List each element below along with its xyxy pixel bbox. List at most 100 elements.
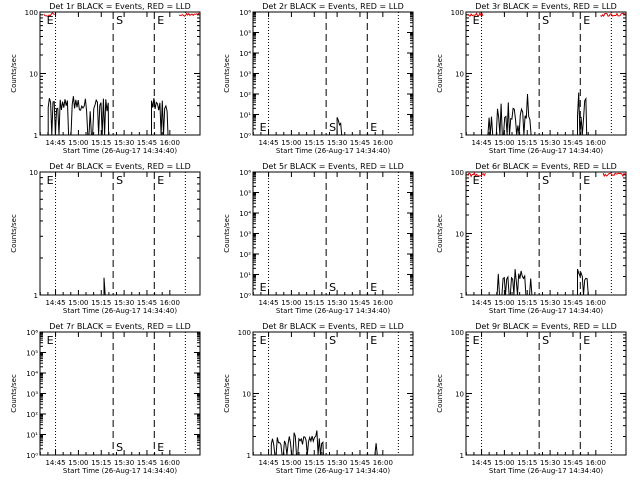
events-trace: [496, 269, 535, 296]
x-tick-label: 15:00: [68, 139, 88, 147]
y-axis-label: Counts/sec: [436, 54, 444, 93]
y-tick-label: 10⁰: [26, 452, 38, 460]
y-tick-label: 10²: [239, 251, 251, 259]
segment-marker: S: [542, 14, 549, 27]
segment-marker: S: [116, 174, 123, 187]
x-tick-label: 14:45: [471, 459, 491, 467]
y-tick-label: 100: [451, 9, 464, 17]
y-tick-label: 10: [455, 71, 464, 79]
x-tick-label: 15:45: [350, 299, 370, 307]
panel-title: Det 7r BLACK = Events, RED = LLD: [49, 322, 191, 331]
y-tick-label: 1: [460, 132, 464, 140]
x-tick-label: 15:15: [304, 299, 324, 307]
panel-4: Det 4r BLACK = Events, RED = LLD 1 10 14:45…: [10, 162, 201, 315]
x-tick-label: 15:30: [114, 139, 134, 147]
segment-marker: E: [473, 174, 480, 187]
segment-marker: E: [370, 121, 377, 134]
panel-6: Det 6r BLACK = Events, RED = LLD 1 10 100 14…: [436, 162, 627, 315]
x-tick-label: 15:30: [540, 139, 560, 147]
lld-trace: [178, 12, 201, 17]
y-tick-label: 10⁶: [239, 169, 251, 177]
y-tick-label: 10¹: [26, 432, 38, 440]
y-tick-label: 10⁵: [239, 30, 251, 38]
events-trace: [373, 443, 379, 456]
segment-marker: S: [329, 281, 336, 294]
y-tick-label: 100: [451, 329, 464, 337]
panel-1: Det 1r BLACK = Events, RED = LLD 1 10 100 14…: [10, 2, 201, 155]
y-tick-label: 10⁶: [26, 329, 38, 337]
segment-marker: E: [370, 334, 377, 347]
plot-frame: [465, 331, 627, 456]
segment-marker: S: [542, 334, 549, 347]
plot-frame: [252, 171, 414, 296]
panel-3: Det 3r BLACK = Events, RED = LLD 1 10 100 14…: [436, 2, 627, 155]
x-tick-label: 15:15: [517, 139, 537, 147]
y-tick-label: 10³: [26, 391, 38, 399]
x-tick-label: 16:00: [586, 459, 606, 467]
x-tick-label: 14:45: [258, 139, 278, 147]
y-axis-label: Counts/sec: [10, 54, 18, 93]
panel-title: Det 8r BLACK = Events, RED = LLD: [262, 322, 404, 331]
plot-frame: [252, 331, 414, 456]
y-tick-label: 10: [242, 391, 251, 399]
panel-8: Det 8r BLACK = Events, RED = LLD 1 10 100 14…: [223, 322, 414, 475]
x-tick-label: 15:15: [304, 139, 324, 147]
segment-marker: E: [473, 14, 480, 27]
y-tick-label: 10⁵: [26, 350, 38, 358]
x-tick-label: 14:45: [45, 139, 65, 147]
x-tick-label: 15:45: [350, 459, 370, 467]
panel-7: Det 7r BLACK = Events, RED = LLD 10⁰ 10¹ 10…: [10, 322, 201, 475]
plot-frame: [465, 11, 627, 136]
x-tick-label: 15:00: [494, 139, 514, 147]
x-tick-label: 15:00: [68, 459, 88, 467]
x-tick-label: 15:15: [91, 299, 111, 307]
panel-5: Det 5r BLACK = Events, RED = LLD 10⁰ 10¹ 10…: [223, 162, 414, 315]
x-tick-label: 15:30: [327, 299, 347, 307]
x-tick-label: 15:15: [91, 459, 111, 467]
x-tick-label: 15:00: [281, 459, 301, 467]
y-tick-label: 1: [34, 292, 38, 300]
x-tick-label: 14:45: [258, 459, 278, 467]
events-trace: [103, 277, 106, 296]
x-tick-label: 15:00: [68, 299, 88, 307]
events-trace: [336, 117, 343, 136]
x-tick-label: 15:15: [517, 299, 537, 307]
y-tick-label: 10⁴: [239, 50, 251, 58]
x-tick-label: 16:00: [373, 299, 393, 307]
segment-marker: E: [583, 14, 590, 27]
x-tick-label: 15:45: [137, 459, 157, 467]
panel-title: Det 6r BLACK = Events, RED = LLD: [475, 162, 617, 171]
x-tick-label: 14:45: [45, 459, 65, 467]
y-axis-label: Counts/sec: [10, 374, 18, 413]
x-tick-label: 16:00: [160, 139, 180, 147]
panel-2: Det 2r BLACK = Events, RED = LLD 10⁰ 10¹ 10…: [223, 2, 414, 155]
segment-marker: E: [370, 281, 377, 294]
panel-title: Det 1r BLACK = Events, RED = LLD: [49, 2, 191, 11]
x-tick-label: 15:45: [350, 139, 370, 147]
y-tick-label: 1: [460, 452, 464, 460]
x-tick-label: 15:00: [494, 299, 514, 307]
y-tick-label: 10⁶: [239, 9, 251, 17]
segment-marker: E: [47, 14, 54, 27]
segment-marker: E: [157, 174, 164, 187]
x-tick-label: 16:00: [373, 139, 393, 147]
panel-title: Det 2r BLACK = Events, RED = LLD: [262, 2, 404, 11]
x-tick-label: 16:00: [586, 299, 606, 307]
events-trace: [577, 268, 589, 296]
segment-marker: S: [116, 441, 123, 454]
x-tick-label: 15:15: [91, 139, 111, 147]
segment-marker: E: [260, 281, 267, 294]
segment-marker: E: [260, 121, 267, 134]
y-tick-label: 100: [25, 9, 38, 17]
y-tick-label: 100: [238, 329, 251, 337]
y-tick-label: 1: [460, 292, 464, 300]
y-axis-label: Counts/sec: [223, 214, 231, 253]
y-tick-label: 10⁰: [239, 292, 251, 300]
segment-marker: E: [157, 14, 164, 27]
segment-marker: E: [583, 334, 590, 347]
lld-trace: [467, 11, 484, 17]
x-axis-label: Start Time (26-Aug-17 14:34:40): [276, 147, 390, 155]
plot-frame: [252, 11, 414, 136]
x-tick-label: 14:45: [471, 139, 491, 147]
